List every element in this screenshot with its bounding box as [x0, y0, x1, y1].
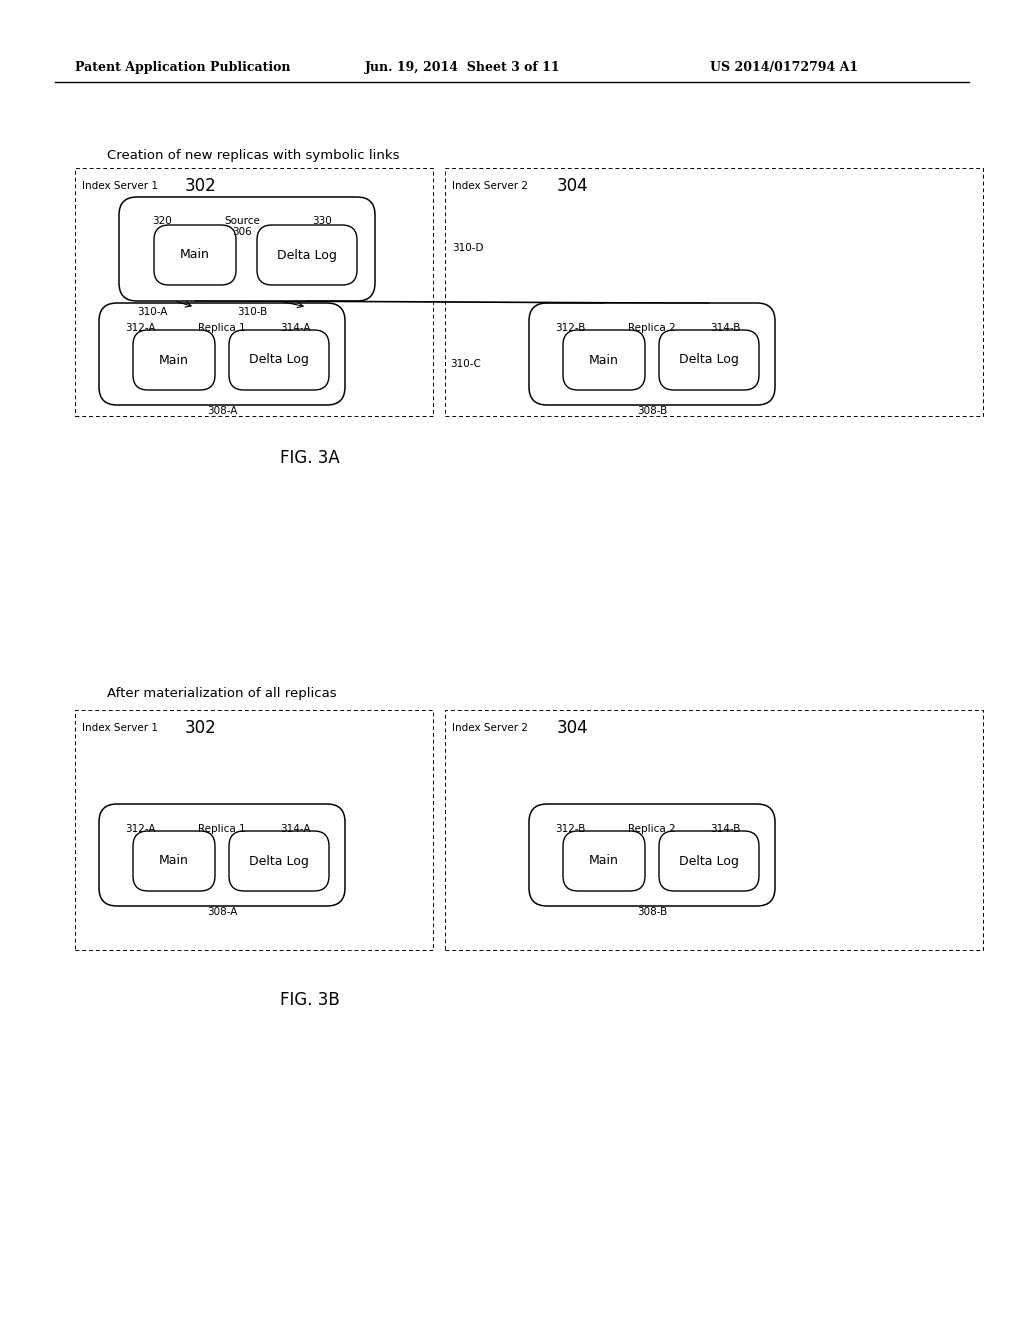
Text: 304: 304 — [557, 177, 589, 195]
Text: 308-B: 308-B — [637, 407, 667, 416]
Text: 304: 304 — [557, 719, 589, 737]
Text: 308-A: 308-A — [207, 407, 238, 416]
Text: Replica 1: Replica 1 — [199, 824, 246, 834]
FancyBboxPatch shape — [529, 304, 775, 405]
Text: 314-A: 314-A — [280, 824, 310, 834]
Text: FIG. 3A: FIG. 3A — [281, 449, 340, 467]
Text: Main: Main — [589, 354, 618, 367]
Text: 302: 302 — [185, 719, 217, 737]
Text: Index Server 2: Index Server 2 — [452, 723, 528, 733]
Text: 314-B: 314-B — [710, 824, 740, 834]
Text: 330: 330 — [312, 216, 332, 226]
Text: Delta Log: Delta Log — [679, 354, 739, 367]
Text: 314-A: 314-A — [280, 323, 310, 333]
Text: 312-B: 312-B — [555, 824, 586, 834]
Text: 308-B: 308-B — [637, 907, 667, 917]
Text: Replica 2: Replica 2 — [628, 824, 676, 834]
FancyBboxPatch shape — [659, 832, 759, 891]
Text: 310-B: 310-B — [237, 308, 267, 317]
FancyBboxPatch shape — [99, 304, 345, 405]
Bar — [75, 710, 433, 950]
Text: 306: 306 — [232, 227, 252, 238]
Text: 310-D: 310-D — [452, 243, 483, 253]
FancyBboxPatch shape — [529, 804, 775, 906]
Text: 314-B: 314-B — [710, 323, 740, 333]
Text: Replica 1: Replica 1 — [199, 323, 246, 333]
FancyBboxPatch shape — [99, 804, 345, 906]
Text: 310-C: 310-C — [450, 359, 481, 370]
Text: Creation of new replicas with symbolic links: Creation of new replicas with symbolic l… — [106, 149, 399, 161]
Text: Index Server 1: Index Server 1 — [82, 181, 158, 191]
FancyBboxPatch shape — [257, 224, 357, 285]
Text: Delta Log: Delta Log — [278, 248, 337, 261]
Text: 320: 320 — [152, 216, 172, 226]
Text: Replica 2: Replica 2 — [628, 323, 676, 333]
Text: Delta Log: Delta Log — [249, 854, 309, 867]
FancyBboxPatch shape — [133, 330, 215, 389]
Text: Main: Main — [589, 854, 618, 867]
Bar — [445, 168, 983, 416]
FancyBboxPatch shape — [659, 330, 759, 389]
Text: Main: Main — [159, 354, 189, 367]
Text: 310-A: 310-A — [137, 308, 167, 317]
Text: US 2014/0172794 A1: US 2014/0172794 A1 — [710, 62, 858, 74]
FancyBboxPatch shape — [229, 330, 329, 389]
Text: 312-A: 312-A — [125, 323, 156, 333]
FancyBboxPatch shape — [229, 832, 329, 891]
Text: Main: Main — [180, 248, 210, 261]
Text: Source: Source — [224, 216, 260, 226]
Text: 312-B: 312-B — [555, 323, 586, 333]
Text: 312-A: 312-A — [125, 824, 156, 834]
Text: Index Server 2: Index Server 2 — [452, 181, 528, 191]
Bar — [75, 168, 433, 416]
FancyBboxPatch shape — [154, 224, 236, 285]
Text: Patent Application Publication: Patent Application Publication — [75, 62, 291, 74]
Text: Index Server 1: Index Server 1 — [82, 723, 158, 733]
Text: Delta Log: Delta Log — [679, 854, 739, 867]
Text: Jun. 19, 2014  Sheet 3 of 11: Jun. 19, 2014 Sheet 3 of 11 — [365, 62, 560, 74]
FancyBboxPatch shape — [119, 197, 375, 301]
FancyBboxPatch shape — [563, 832, 645, 891]
Text: Delta Log: Delta Log — [249, 354, 309, 367]
FancyBboxPatch shape — [563, 330, 645, 389]
Text: Main: Main — [159, 854, 189, 867]
Text: After materialization of all replicas: After materialization of all replicas — [106, 686, 337, 700]
Text: FIG. 3B: FIG. 3B — [281, 991, 340, 1008]
Text: 308-A: 308-A — [207, 907, 238, 917]
Bar — [445, 710, 983, 950]
FancyBboxPatch shape — [133, 832, 215, 891]
Text: 302: 302 — [185, 177, 217, 195]
